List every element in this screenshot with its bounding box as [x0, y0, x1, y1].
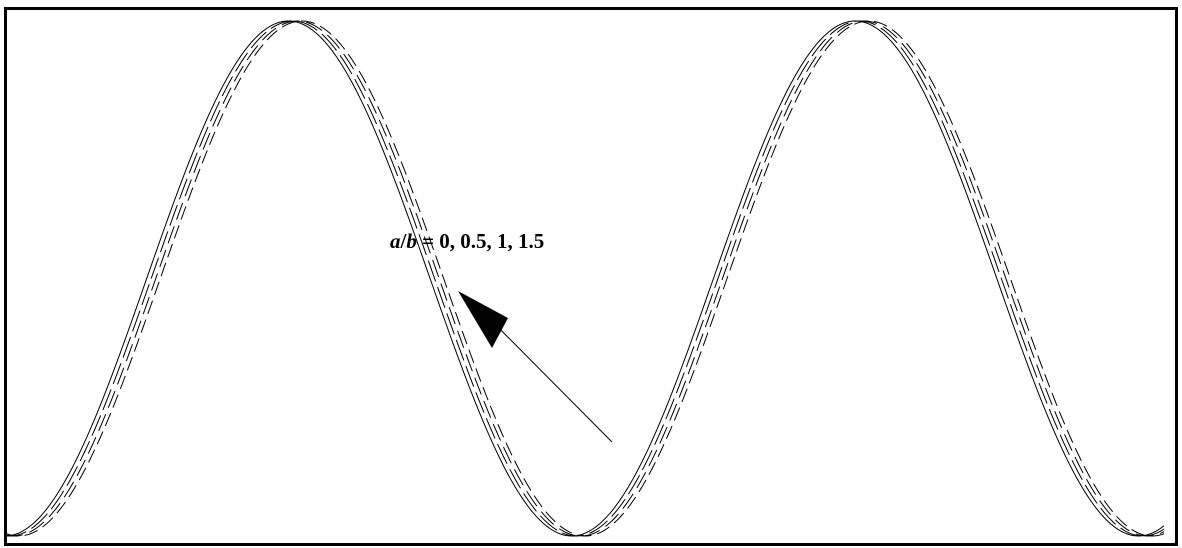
annotation-var-a: a	[390, 229, 401, 253]
series-line-0-5	[4, 20, 1165, 537]
annotation-var-b: b	[406, 229, 417, 253]
annotation-values: = 0, 0.5, 1, 1.5	[417, 229, 544, 253]
series-group	[4, 20, 1165, 537]
series-line-1-5	[4, 20, 1165, 537]
annotation-slash: /	[400, 229, 408, 253]
arrow-head	[458, 291, 508, 348]
parameter-annotation: a/b = 0, 0.5, 1, 1.5	[390, 229, 544, 253]
annotation-arrow	[458, 291, 613, 443]
series-line-0	[4, 20, 1165, 537]
series-line-1	[4, 20, 1165, 537]
plot-frame	[4, 7, 1178, 546]
